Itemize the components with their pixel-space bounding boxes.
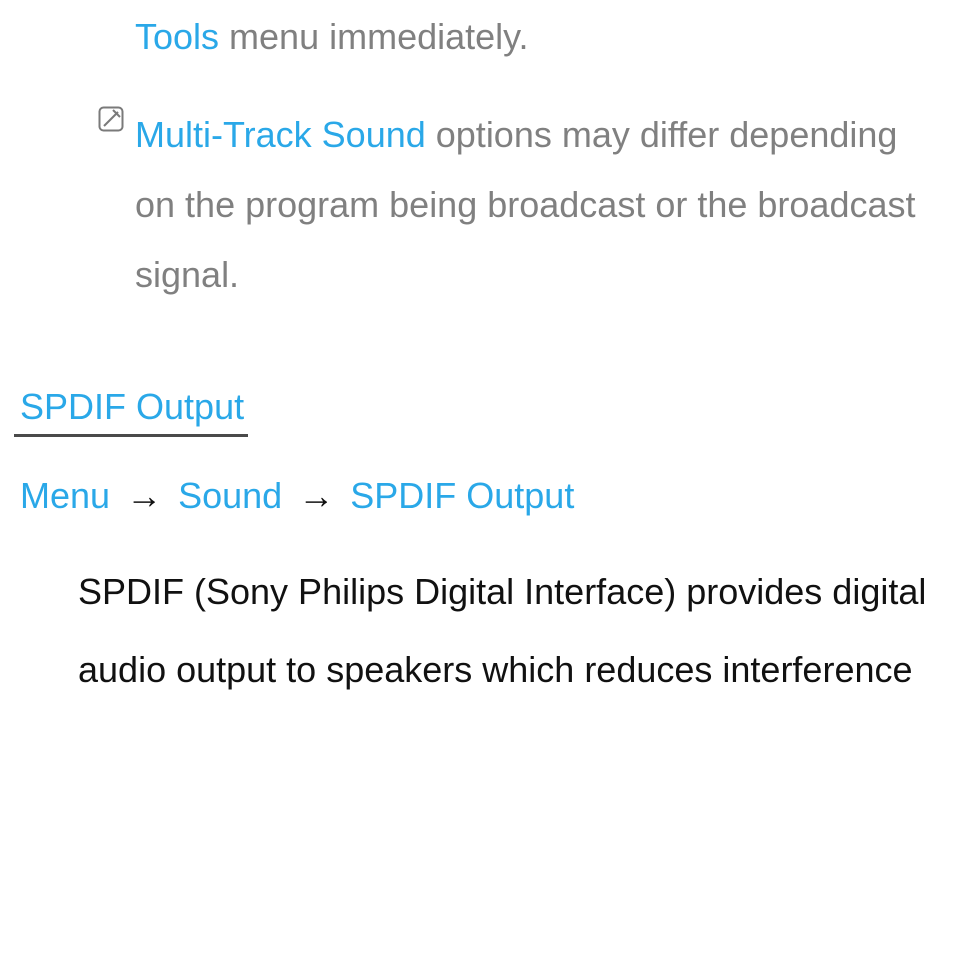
breadcrumb: Menu → Sound → SPDIF Output (20, 475, 934, 517)
breadcrumb-sound[interactable]: Sound (178, 475, 282, 516)
breadcrumb-spdif[interactable]: SPDIF Output (350, 475, 574, 516)
section-heading: SPDIF Output (14, 386, 248, 437)
tools-link[interactable]: Tools (135, 16, 219, 57)
note-block: Multi-Track Sound options may differ dep… (20, 100, 934, 311)
note-text: Multi-Track Sound options may differ dep… (135, 100, 934, 311)
note-icon (98, 106, 124, 132)
arrow-icon: → (120, 475, 168, 517)
page-content: Tools menu immediately. Multi-Track Soun… (0, 0, 954, 708)
tools-line: Tools menu immediately. (20, 8, 934, 66)
breadcrumb-menu[interactable]: Menu (20, 475, 110, 516)
tools-rest: menu immediately. (219, 16, 528, 57)
body-paragraph: SPDIF (Sony Philips Digital Interface) p… (20, 553, 934, 708)
arrow-icon: → (292, 475, 340, 517)
multitrack-link[interactable]: Multi-Track Sound (135, 114, 426, 155)
